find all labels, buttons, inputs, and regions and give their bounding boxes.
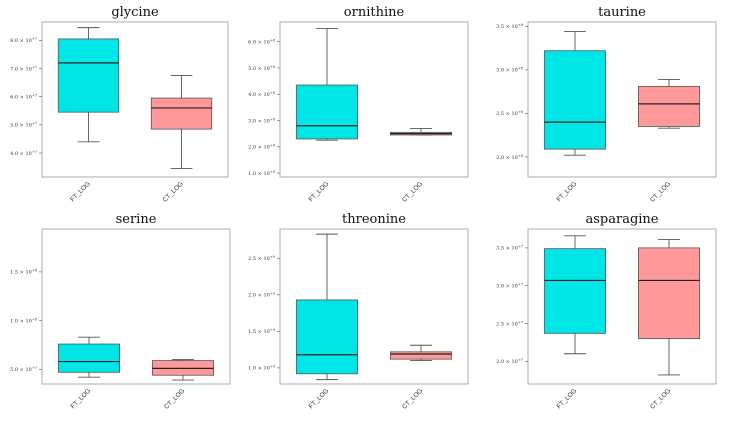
x-category-label: CT_LOG xyxy=(401,387,424,410)
panel-threonine: threonine 1.0 × 10+9 1.5 × 10+9 2.0 × 10+9 2… xyxy=(248,212,469,411)
x-category-label: CT_LOG xyxy=(162,180,185,203)
panel-title: asparagine xyxy=(585,212,658,227)
plot-frame xyxy=(279,21,469,178)
x-category-label: FT_LOG xyxy=(556,387,579,410)
x-category-label: CT_LOG xyxy=(163,387,186,410)
y-tick-label: 2.5 × 10+9 xyxy=(248,255,275,262)
plot-frame xyxy=(527,21,717,178)
x-category-label: CT_LOG xyxy=(649,180,672,203)
iqr-box xyxy=(544,50,606,150)
y-tick-label: 6.0 × 10+7 xyxy=(10,93,37,100)
plot-frame xyxy=(279,228,469,385)
x-category-label: CT_LOG xyxy=(401,180,424,203)
panel-title: serine xyxy=(116,212,157,227)
box-FT_LOG: FT_LOG xyxy=(58,336,120,410)
plot-frame xyxy=(41,228,231,385)
iqr-box xyxy=(638,247,700,340)
panel-glycine: glycine 4.0 × 10+7 5.0 × 10+7 6.0 × 10+7 7.0… xyxy=(10,5,229,204)
y-tick-label: 2.0 × 10+8 xyxy=(496,154,523,161)
box-CT_LOG: CT_LOG xyxy=(150,75,213,204)
x-category-label: CT_LOG xyxy=(649,387,672,410)
iqr-box xyxy=(544,248,606,334)
y-tick-label: 3.5 × 10+8 xyxy=(496,23,523,30)
iqr-box xyxy=(296,84,358,140)
iqr-box xyxy=(57,38,120,113)
box-FT_LOG: FT_LOG xyxy=(296,28,358,203)
y-tick-label: 5.0 × 10+7 xyxy=(10,366,37,373)
y-tick-label: 3.0 × 10+8 xyxy=(496,67,523,74)
y-tick-label: 5.0 × 10+8 xyxy=(248,65,275,72)
box-CT_LOG: CT_LOG xyxy=(638,79,700,204)
panel-taurine: taurine 2.0 × 10+8 2.5 × 10+8 3.0 × 10+8 3.5… xyxy=(496,5,717,204)
box-FT_LOG: FT_LOG xyxy=(296,233,358,410)
y-tick-label: 2.0 × 10+7 xyxy=(496,358,523,365)
y-tick-label: 1.0 × 10+8 xyxy=(10,317,37,324)
y-tick-label: 8.0 × 10+7 xyxy=(10,37,37,44)
x-category-label: FT_LOG xyxy=(556,180,579,203)
x-category-label: FT_LOG xyxy=(70,387,93,410)
y-tick-label: 2.5 × 10+8 xyxy=(496,110,523,117)
plot-frame xyxy=(41,21,229,178)
panel-asparagine: asparagine 2.0 × 10+7 2.5 × 10+7 3.0 × 10+7… xyxy=(496,212,717,411)
box-CT_LOG: CT_LOG xyxy=(152,359,214,411)
panel-serine: serine 5.0 × 10+7 1.0 × 10+8 1.5 × 10+8 FT_L… xyxy=(10,212,231,411)
iqr-box xyxy=(150,97,213,130)
y-tick-label: 1.0 × 10+9 xyxy=(248,365,275,372)
box-FT_LOG: FT_LOG xyxy=(57,27,120,203)
iqr-box xyxy=(638,86,700,127)
y-tick-label: 3.5 × 10+7 xyxy=(496,245,523,252)
y-tick-label: 2.5 × 10+7 xyxy=(496,320,523,327)
panel-title: glycine xyxy=(111,5,159,20)
y-tick-label: 3.0 × 10+7 xyxy=(496,283,523,290)
box-CT_LOG: CT_LOG xyxy=(638,239,700,411)
y-tick-label: 7.0 × 10+7 xyxy=(10,65,37,72)
y-tick-label: 6.0 × 10+8 xyxy=(248,39,275,46)
box-CT_LOG: CT_LOG xyxy=(390,344,452,411)
iqr-box xyxy=(390,351,452,360)
y-tick-label: 4.0 × 10+7 xyxy=(10,150,37,157)
box-CT_LOG: CT_LOG xyxy=(390,127,452,204)
panel-title: ornithine xyxy=(344,5,405,20)
y-tick-label: 2.0 × 10+8 xyxy=(248,144,275,151)
x-category-label: FT_LOG xyxy=(308,387,331,410)
y-tick-label: 1.5 × 10+9 xyxy=(248,328,275,335)
plot-frame xyxy=(527,228,717,385)
panel-title: taurine xyxy=(598,5,646,20)
x-category-label: FT_LOG xyxy=(308,180,331,203)
panel-ornithine: ornithine 1.0 × 10+8 2.0 × 10+8 3.0 × 10+8 4… xyxy=(248,5,469,204)
y-tick-label: 1.5 × 10+8 xyxy=(10,269,37,276)
box-FT_LOG: FT_LOG xyxy=(544,31,606,203)
y-tick-label: 4.0 × 10+8 xyxy=(248,91,275,98)
box-FT_LOG: FT_LOG xyxy=(544,235,606,410)
y-tick-label: 2.0 × 10+9 xyxy=(248,292,275,299)
y-tick-label: 3.0 × 10+8 xyxy=(248,117,275,124)
x-category-label: FT_LOG xyxy=(69,180,92,203)
iqr-box xyxy=(296,299,358,375)
y-tick-label: 1.0 × 10+8 xyxy=(248,170,275,177)
panel-title: threonine xyxy=(342,212,406,227)
iqr-box xyxy=(58,343,120,373)
y-tick-label: 5.0 × 10+7 xyxy=(10,122,37,129)
